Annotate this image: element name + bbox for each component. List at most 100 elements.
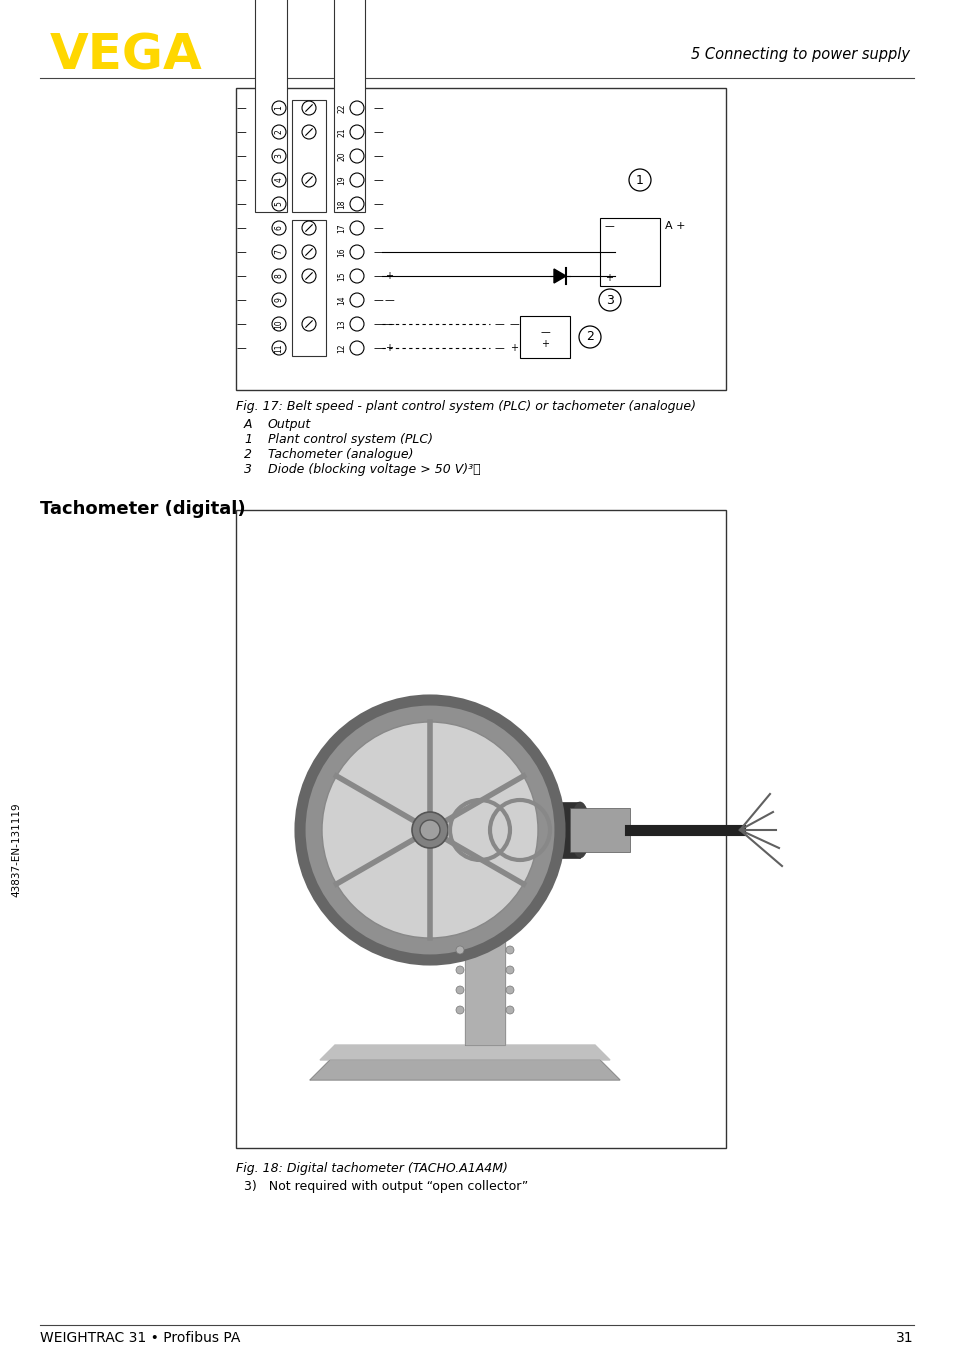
Circle shape (456, 986, 463, 994)
Text: A: A (244, 418, 253, 431)
Circle shape (350, 292, 364, 307)
Text: A +: A + (664, 221, 685, 232)
Text: —: — (374, 103, 383, 112)
Text: —: — (374, 152, 383, 161)
Text: 4: 4 (274, 177, 283, 183)
Text: 20: 20 (337, 152, 346, 161)
Text: —: — (374, 320, 383, 329)
Circle shape (272, 125, 286, 139)
Text: —: — (236, 320, 246, 329)
Circle shape (272, 269, 286, 283)
Text: —: — (374, 127, 383, 137)
Text: 1: 1 (274, 106, 283, 111)
Circle shape (272, 196, 286, 211)
Circle shape (456, 946, 463, 955)
Circle shape (456, 965, 463, 974)
Text: —: — (374, 295, 383, 305)
Text: VEGA: VEGA (50, 31, 203, 79)
Ellipse shape (569, 802, 589, 858)
Circle shape (505, 1006, 514, 1014)
Text: —: — (374, 246, 383, 257)
Circle shape (350, 196, 364, 211)
Circle shape (302, 221, 315, 236)
Circle shape (272, 317, 286, 330)
Circle shape (598, 288, 620, 311)
Text: WEIGHTRAC 31 • Profibus PA: WEIGHTRAC 31 • Profibus PA (40, 1331, 240, 1345)
Text: Tachometer (digital): Tachometer (digital) (40, 500, 245, 519)
Circle shape (412, 812, 448, 848)
Text: —: — (385, 295, 395, 305)
Text: 43837-EN-131119: 43837-EN-131119 (11, 803, 21, 898)
Bar (519, 315, 569, 357)
Circle shape (505, 965, 514, 974)
Text: 1: 1 (636, 173, 643, 187)
Text: —: — (236, 103, 246, 112)
Text: —: — (510, 320, 519, 329)
Text: —: — (495, 320, 504, 329)
Circle shape (272, 149, 286, 162)
Polygon shape (464, 919, 504, 1045)
Text: +: + (604, 274, 613, 283)
Text: —: — (236, 199, 246, 209)
Circle shape (628, 169, 650, 191)
Text: —: — (374, 199, 383, 209)
Circle shape (350, 317, 364, 330)
Text: —: — (236, 343, 246, 353)
Text: —: — (495, 343, 504, 353)
Circle shape (350, 125, 364, 139)
Text: —: — (236, 295, 246, 305)
Text: 12: 12 (337, 344, 346, 353)
Text: 3: 3 (274, 153, 283, 158)
Text: —: — (374, 343, 383, 353)
Circle shape (302, 317, 315, 330)
Text: Output: Output (268, 418, 311, 431)
Circle shape (302, 102, 315, 115)
Circle shape (302, 125, 315, 139)
Circle shape (578, 326, 600, 348)
Circle shape (302, 245, 315, 259)
Text: 17: 17 (337, 223, 346, 233)
Text: 11: 11 (274, 344, 283, 353)
Text: Tachometer (analogue): Tachometer (analogue) (268, 448, 413, 460)
Text: 5 Connecting to power supply: 5 Connecting to power supply (690, 47, 909, 62)
Circle shape (350, 269, 364, 283)
Text: 1: 1 (244, 433, 252, 445)
Bar (569, 808, 629, 852)
Polygon shape (310, 1060, 619, 1080)
Circle shape (505, 946, 514, 955)
Text: Fig. 18: Digital tachometer (TACHO.A1A4M): Fig. 18: Digital tachometer (TACHO.A1A4M… (235, 1162, 507, 1175)
Text: +: + (540, 338, 548, 349)
Text: —: — (374, 271, 383, 282)
Text: —: — (385, 320, 395, 329)
Bar (599, 218, 659, 286)
Text: 15: 15 (337, 271, 346, 280)
Text: 19: 19 (337, 175, 346, 184)
Circle shape (505, 986, 514, 994)
Bar (292, 219, 326, 356)
Circle shape (350, 245, 364, 259)
Text: —: — (236, 223, 246, 233)
Text: 3: 3 (244, 463, 252, 477)
Text: 13: 13 (337, 320, 346, 329)
Circle shape (299, 700, 559, 960)
Circle shape (272, 221, 286, 236)
Text: +: + (510, 343, 517, 353)
Circle shape (322, 722, 537, 938)
Text: —: — (604, 221, 614, 232)
Circle shape (302, 173, 315, 187)
Circle shape (302, 269, 315, 283)
Text: 3: 3 (605, 294, 614, 306)
Text: 7: 7 (274, 249, 283, 255)
Text: 14: 14 (337, 295, 346, 305)
Text: —: — (236, 271, 246, 282)
Circle shape (272, 173, 286, 187)
Circle shape (419, 821, 439, 839)
Circle shape (272, 245, 286, 259)
Circle shape (350, 341, 364, 355)
Text: 2: 2 (244, 448, 252, 460)
Text: 16: 16 (337, 248, 346, 257)
Text: 6: 6 (274, 226, 283, 230)
Text: —: — (236, 127, 246, 137)
Bar (254, 0, 287, 213)
Text: Diode (blocking voltage > 50 V)³⧠: Diode (blocking voltage > 50 V)³⧠ (268, 463, 480, 477)
